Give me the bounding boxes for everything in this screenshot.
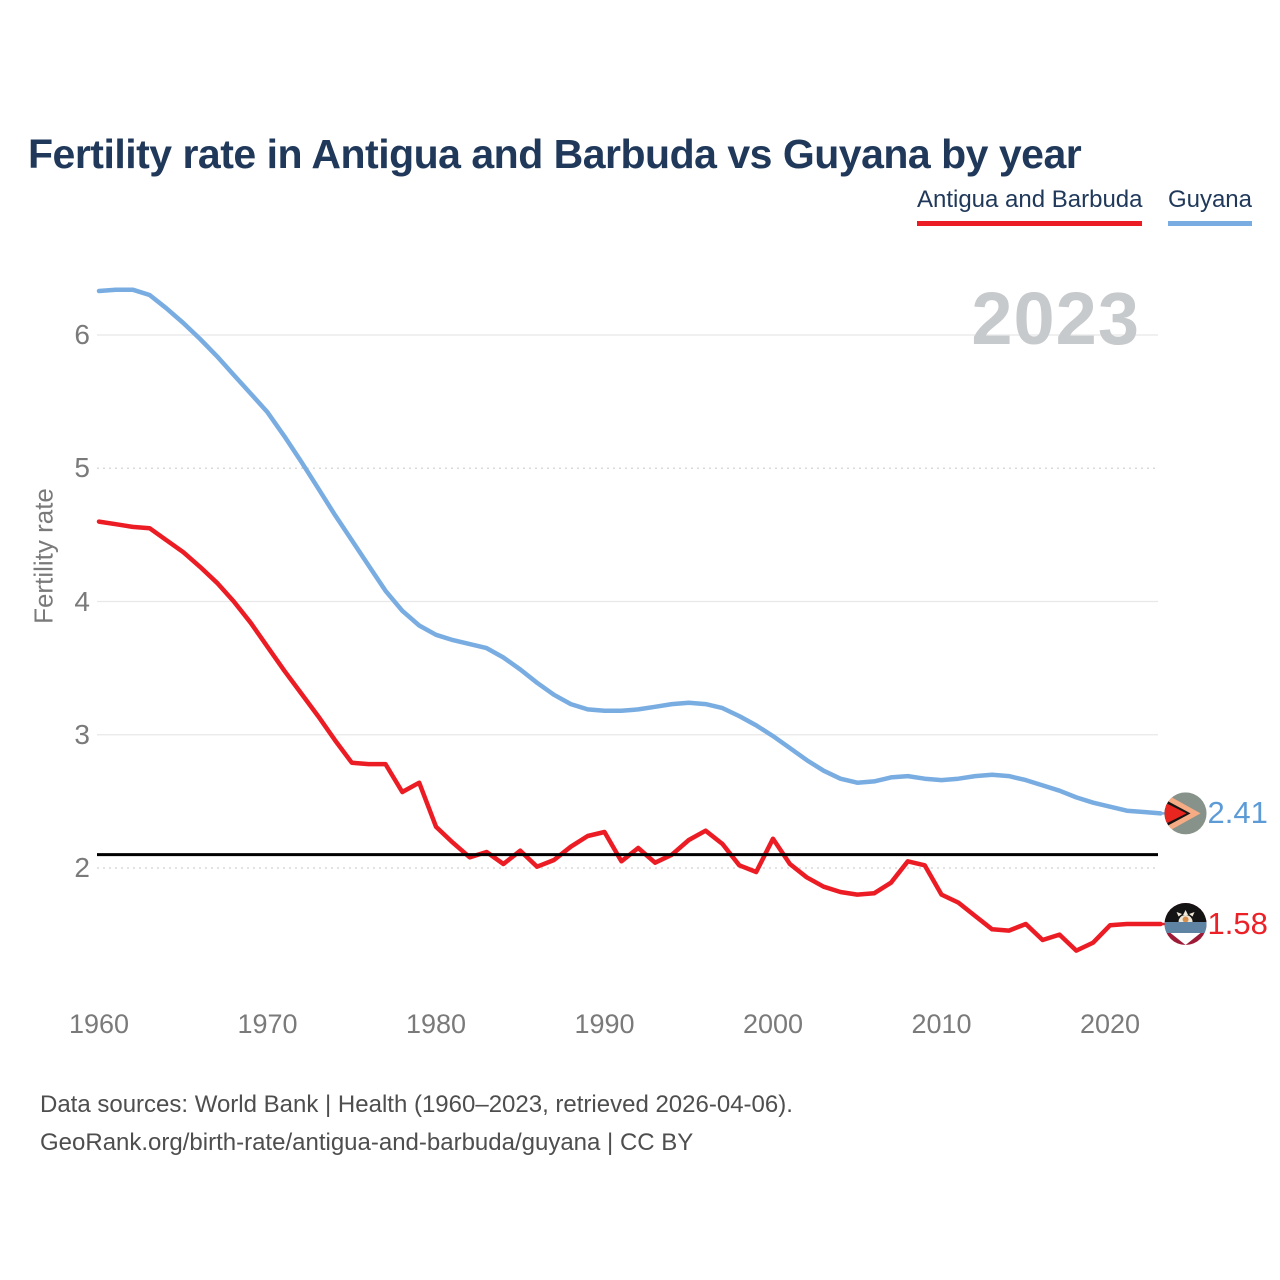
x-tick-label-1990: 1990 <box>574 1009 635 1039</box>
x-tick-label-1960: 1960 <box>68 1009 130 1039</box>
series-line-guyana <box>96 287 1163 816</box>
x-tick-label-2000: 2000 <box>742 1009 804 1039</box>
x-tick-label-2020: 2020 <box>1079 1009 1141 1039</box>
legend-item-antigua-and-barbuda[interactable]: Antigua and Barbuda <box>916 186 1143 226</box>
x-tick-label-2010: 2010 <box>911 1009 972 1039</box>
y-tick-label-5: 5 <box>74 452 90 484</box>
y-tick-label-4: 4 <box>74 585 90 617</box>
y-tick-label-2: 2 <box>74 852 90 883</box>
series-line-antigua-and-barbuda <box>96 519 1163 953</box>
legend-item-guyana[interactable]: Guyana <box>1167 186 1252 226</box>
y-tick-label-3: 3 <box>74 718 90 750</box>
footer-attribution: GeoRank.org/birth-rate/antigua-and-barbu… <box>40 1129 694 1156</box>
year-watermark: 2023 <box>971 277 1140 360</box>
y-tick-label-6: 6 <box>74 319 90 350</box>
data-series-lines <box>96 287 1163 953</box>
x-tick-label-1970: 1970 <box>237 1009 298 1039</box>
footer-data-sources: Data sources: World Bank | Health (1960–… <box>40 1091 793 1118</box>
guyana-end-value-label: 2.41 <box>1207 795 1268 831</box>
antigua-end-value-label: 1.58 <box>1207 905 1268 941</box>
footer: Data sources: World Bank | Health (1960–… <box>40 1086 793 1162</box>
legend: Antigua and Barbuda Guyana <box>896 186 1252 226</box>
x-tick-label-1980: 1980 <box>405 1009 467 1039</box>
gridlines <box>97 334 1158 869</box>
antigua-and-barbuda-flag-icon <box>1164 903 1207 945</box>
guyana-flag-icon <box>1164 792 1207 835</box>
page-title: Fertility rate in Antigua and Barbuda vs… <box>28 131 1082 178</box>
